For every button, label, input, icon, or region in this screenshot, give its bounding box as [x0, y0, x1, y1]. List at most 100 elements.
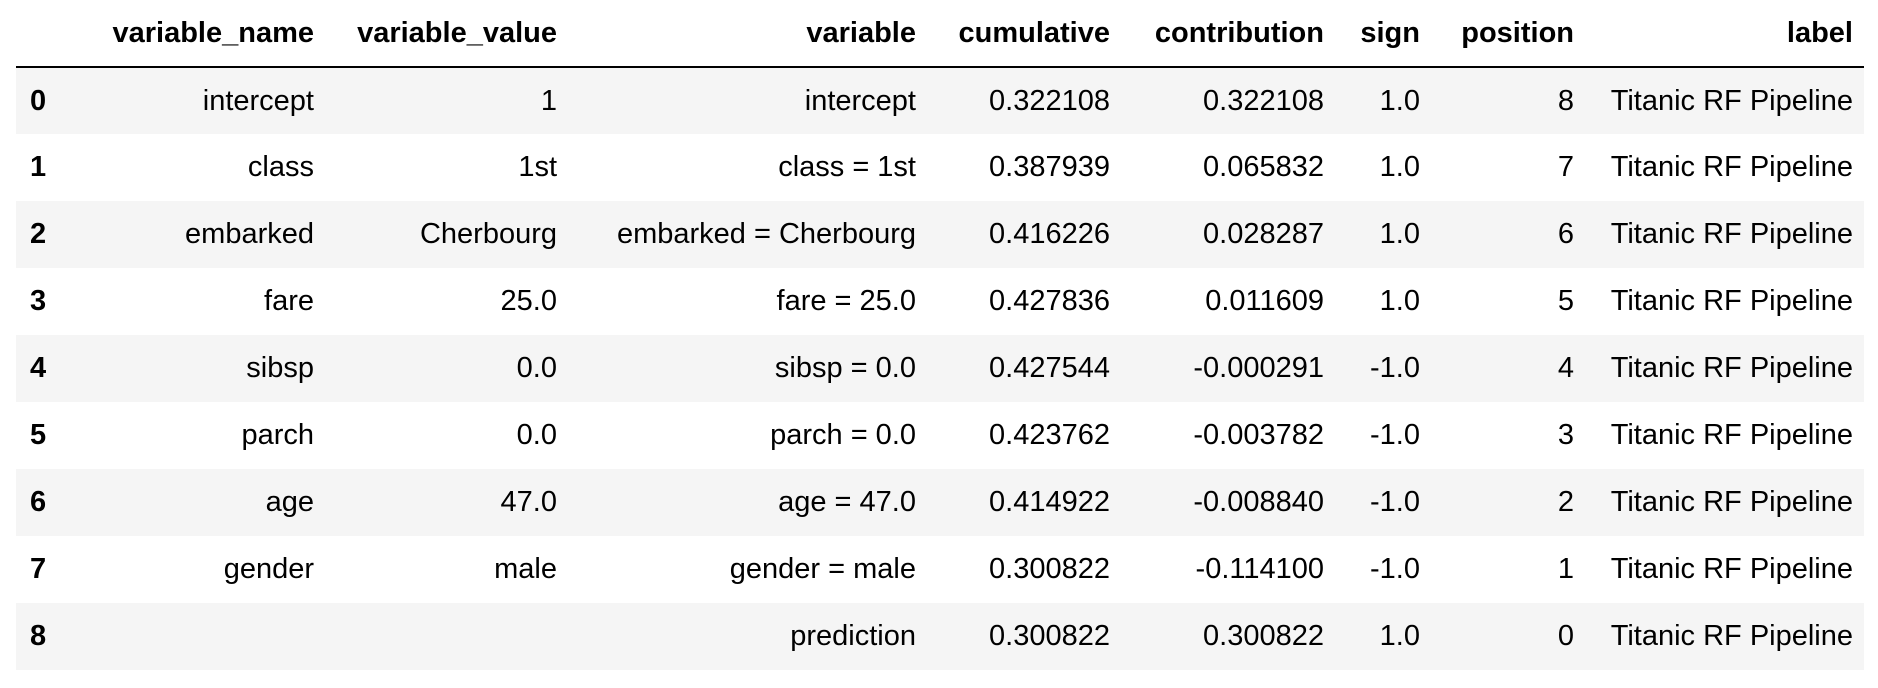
cell-variable-name: gender	[223, 553, 314, 585]
cell-variable-name: age	[265, 486, 314, 518]
cell-contribution: -0.003782	[1193, 419, 1324, 451]
cell-variable-name	[70, 603, 325, 670]
cell-variable: parch = 0.0	[770, 419, 916, 451]
cell-variable: intercept	[804, 84, 916, 117]
cell-variable-name: fare	[264, 285, 314, 317]
cell-position: 8	[1557, 84, 1574, 117]
cell-position: 2	[1557, 486, 1574, 518]
table-body: 0 intercept 1 intercept 0.322108 0.32210…	[16, 67, 1864, 670]
cell-variable-value: 25.0	[500, 285, 557, 317]
cell-variable-value: 1st	[518, 151, 557, 183]
cell-contribution: 0.065832	[1203, 151, 1324, 183]
header-row: variable_name variable_value variable cu…	[16, 0, 1864, 68]
cell-label: Titanic RF Pipeline	[1610, 620, 1853, 652]
column-header-contribution: contribution	[1121, 0, 1335, 68]
dataframe-table: variable_name variable_value variable cu…	[16, 0, 1864, 670]
column-header-variable-name: variable_name	[70, 0, 325, 68]
table-row: 8 prediction 0.300822 0.300822 1.0 0 Tit…	[16, 603, 1864, 670]
cell-contribution: 0.300822	[1203, 620, 1324, 652]
cell-contribution: 0.322108	[1203, 84, 1324, 117]
cell-label: Titanic RF Pipeline	[1610, 419, 1853, 451]
cell-variable: class = 1st	[778, 151, 916, 183]
row-index: 3	[30, 285, 47, 317]
cell-sign: 1.0	[1379, 285, 1420, 317]
table-row: 7 gender male gender = male 0.300822 -0.…	[16, 536, 1864, 603]
cell-cumulative: 0.427544	[989, 352, 1110, 384]
cell-variable: age = 47.0	[778, 486, 916, 518]
cell-sign: -1.0	[1370, 419, 1420, 451]
cell-cumulative: 0.322108	[989, 84, 1110, 117]
table-row: 4 sibsp 0.0 sibsp = 0.0 0.427544 -0.0002…	[16, 335, 1864, 402]
cell-variable-value: 0.0	[516, 419, 557, 451]
table-row: 2 embarked Cherbourg embarked = Cherbour…	[16, 201, 1864, 268]
cell-variable: prediction	[790, 620, 916, 652]
row-index: 1	[30, 151, 47, 183]
cell-variable-value: 47.0	[500, 486, 557, 518]
cell-variable-value	[325, 603, 568, 670]
row-index: 4	[30, 352, 47, 384]
cell-label: Titanic RF Pipeline	[1610, 218, 1853, 250]
row-index: 6	[30, 486, 47, 518]
cell-cumulative: 0.423762	[989, 419, 1110, 451]
column-header-sign: sign	[1335, 0, 1431, 68]
cell-variable: embarked = Cherbourg	[616, 218, 916, 250]
cell-variable-value: 1	[540, 84, 557, 117]
cell-variable-name: parch	[241, 419, 314, 451]
cell-contribution: -0.008840	[1193, 486, 1324, 518]
cell-variable-value: male	[494, 553, 557, 585]
cell-label: Titanic RF Pipeline	[1610, 285, 1853, 317]
column-header-variable-value: variable_value	[325, 0, 568, 68]
cell-contribution: 0.028287	[1203, 218, 1324, 250]
column-header-index	[16, 0, 70, 68]
row-index: 2	[30, 218, 47, 250]
cell-contribution: -0.000291	[1193, 352, 1324, 384]
cell-variable-name: embarked	[185, 218, 314, 250]
cell-position: 7	[1557, 151, 1574, 183]
table-header: variable_name variable_value variable cu…	[16, 0, 1864, 68]
column-header-label: label	[1585, 0, 1864, 68]
cell-sign: -1.0	[1370, 352, 1420, 384]
cell-cumulative: 0.427836	[989, 285, 1110, 317]
table-row: 0 intercept 1 intercept 0.322108 0.32210…	[16, 67, 1864, 134]
cell-variable: sibsp = 0.0	[774, 352, 916, 384]
cell-label: Titanic RF Pipeline	[1610, 84, 1853, 117]
table-row: 1 class 1st class = 1st 0.387939 0.06583…	[16, 134, 1864, 201]
cell-sign: 1.0	[1379, 218, 1420, 250]
cell-position: 0	[1557, 620, 1574, 652]
cell-cumulative: 0.414922	[989, 486, 1110, 518]
cell-sign: 1.0	[1379, 84, 1420, 117]
row-index: 7	[30, 553, 47, 585]
cell-label: Titanic RF Pipeline	[1610, 352, 1853, 384]
cell-sign: -1.0	[1370, 553, 1420, 585]
row-index: 8	[30, 620, 47, 652]
cell-position: 3	[1557, 419, 1574, 451]
cell-variable-value: 0.0	[516, 352, 557, 384]
cell-label: Titanic RF Pipeline	[1610, 486, 1853, 518]
cell-position: 4	[1557, 352, 1574, 384]
cell-label: Titanic RF Pipeline	[1610, 553, 1853, 585]
table-row: 6 age 47.0 age = 47.0 0.414922 -0.008840…	[16, 469, 1864, 536]
cell-cumulative: 0.300822	[989, 553, 1110, 585]
cell-variable-name: sibsp	[246, 352, 314, 384]
table-row: 3 fare 25.0 fare = 25.0 0.427836 0.01160…	[16, 268, 1864, 335]
cell-sign: -1.0	[1370, 486, 1420, 518]
cell-position: 6	[1557, 218, 1574, 250]
cell-sign: 1.0	[1379, 620, 1420, 652]
cell-variable-name: class	[247, 151, 314, 183]
row-index: 0	[30, 84, 47, 117]
dataframe-output: variable_name variable_value variable cu…	[16, 0, 1864, 670]
cell-sign: 1.0	[1379, 151, 1420, 183]
row-index: 5	[30, 419, 47, 451]
cell-variable-value: Cherbourg	[419, 218, 557, 250]
cell-cumulative: 0.300822	[989, 620, 1110, 652]
cell-position: 5	[1557, 285, 1574, 317]
cell-variable: gender = male	[729, 553, 916, 585]
column-header-position: position	[1431, 0, 1585, 68]
cell-contribution: -0.114100	[1195, 553, 1324, 585]
table-row: 5 parch 0.0 parch = 0.0 0.423762 -0.0037…	[16, 402, 1864, 469]
column-header-cumulative: cumulative	[927, 0, 1121, 68]
cell-variable-name: intercept	[202, 84, 314, 117]
cell-contribution: 0.011609	[1205, 285, 1324, 317]
cell-cumulative: 0.416226	[989, 218, 1110, 250]
cell-cumulative: 0.387939	[989, 151, 1110, 183]
